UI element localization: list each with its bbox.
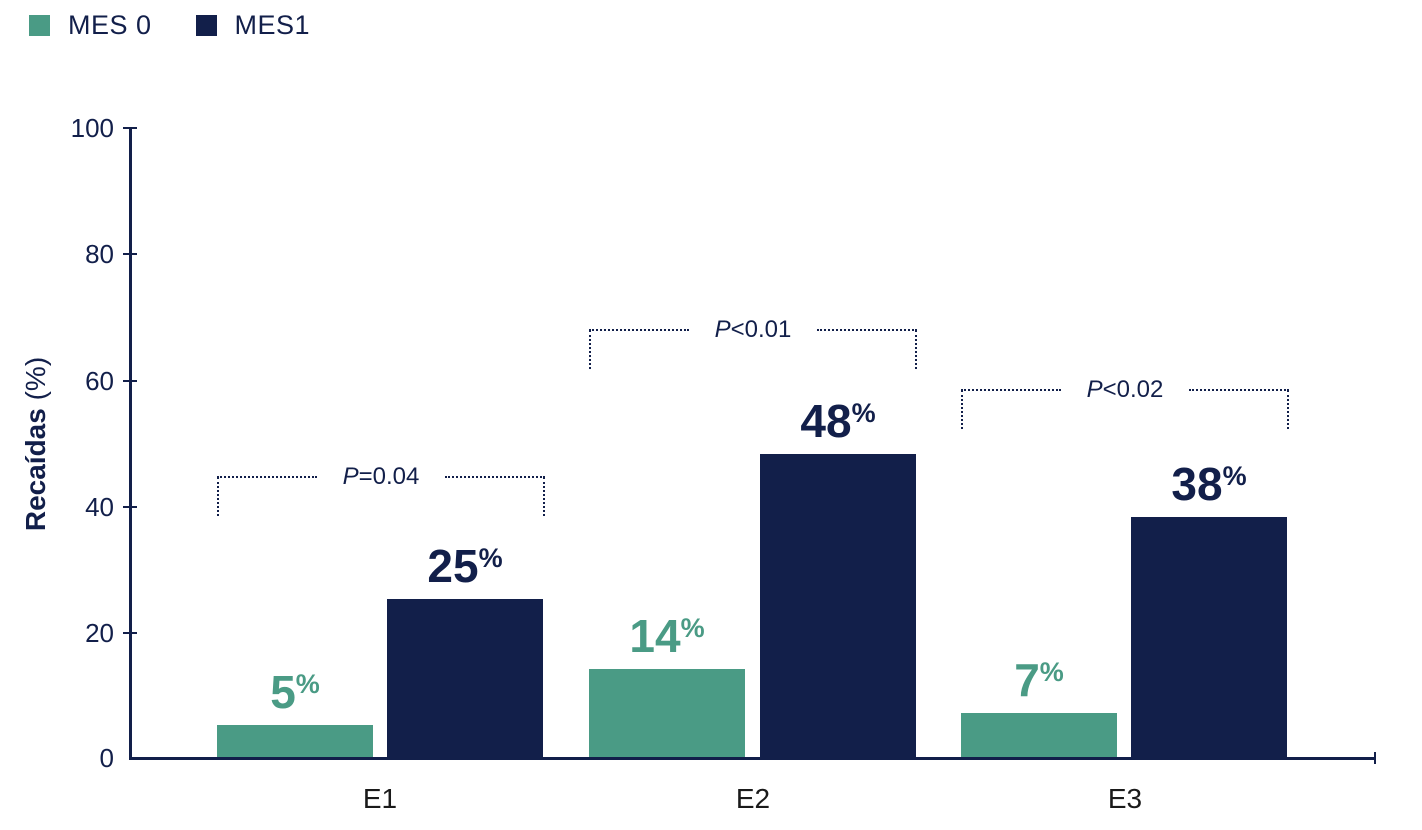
bar-group-e3-mes1: 38% xyxy=(1131,452,1287,757)
legend-label-mes0: MES 0 xyxy=(68,10,152,40)
x-axis-line xyxy=(129,757,1376,760)
bracket-line xyxy=(445,476,545,478)
y-tick-label-60: 60 xyxy=(85,366,114,396)
p-value-label-e3: P<0.02 xyxy=(1086,376,1164,403)
bar-value-label: 5% xyxy=(270,666,320,718)
percent-sign: % xyxy=(851,398,876,428)
bar-e3-mes1 xyxy=(1131,517,1287,757)
x-axis-label-e2: E2 xyxy=(735,783,771,814)
legend-item-mes0: MES 0 xyxy=(29,10,152,41)
x-axis-end-tick xyxy=(1374,752,1376,764)
percent-sign: % xyxy=(478,543,503,573)
bracket-left-arm xyxy=(961,390,963,429)
x-axis-label-e1: E1 xyxy=(362,783,398,814)
legend-swatch-mes0-icon xyxy=(29,15,50,36)
legend: MES 0 MES1 xyxy=(29,10,310,41)
p-value-bracket-e1: P=0.04 xyxy=(217,463,545,516)
bar-e2-mes1 xyxy=(760,454,916,757)
y-tick-40 xyxy=(123,506,137,508)
y-tick-20 xyxy=(123,632,137,634)
percent-sign: % xyxy=(1039,657,1064,687)
bracket-line xyxy=(217,476,317,478)
bar-value-label: 48% xyxy=(800,395,876,447)
legend-swatch-mes1-icon xyxy=(195,15,217,36)
bar-value-label: 38% xyxy=(1171,458,1247,510)
y-tick-label-100: 100 xyxy=(70,113,114,143)
bar-group-e2-mes1: 48% xyxy=(760,389,916,757)
bar-group-e3-mes0: 7% xyxy=(961,648,1117,757)
x-axis-label-e3: E3 xyxy=(1107,783,1143,814)
bracket-left-arm xyxy=(589,330,591,369)
legend-label-mes1: MES1 xyxy=(234,10,311,40)
bracket-line xyxy=(817,329,917,331)
p-value-label-e1: P=0.04 xyxy=(342,463,420,490)
bar-group-e1-mes1: 25% xyxy=(387,534,543,757)
percent-sign: % xyxy=(295,669,320,699)
y-tick-label-40: 40 xyxy=(85,492,114,522)
y-tick-label-20: 20 xyxy=(85,618,114,648)
bracket-right-arm xyxy=(1287,390,1289,429)
bracket-line xyxy=(1189,389,1289,391)
y-tick-80 xyxy=(123,253,137,255)
bracket-right-arm xyxy=(543,477,545,516)
bracket-line xyxy=(961,389,1061,391)
bracket-line xyxy=(589,329,689,331)
bar-value-label: 7% xyxy=(1014,654,1064,706)
bracket-left-arm xyxy=(217,477,219,516)
percent-sign: % xyxy=(1222,461,1247,491)
y-tick-label-0: 0 xyxy=(99,743,114,773)
y-tick-60 xyxy=(123,380,137,382)
y-axis-line xyxy=(129,128,132,758)
p-value-bracket-e2: P<0.01 xyxy=(589,316,917,369)
bar-value-label: 14% xyxy=(629,610,705,662)
bar-e2-mes0 xyxy=(589,669,745,757)
bar-group-e1-mes0: 5% xyxy=(217,660,373,757)
bracket-right-arm xyxy=(915,330,917,369)
p-value-bracket-e3: P<0.02 xyxy=(961,376,1289,429)
percent-sign: % xyxy=(680,613,705,643)
bar-e3-mes0 xyxy=(961,713,1117,757)
y-tick-100 xyxy=(123,127,137,129)
bar-value-label: 25% xyxy=(427,540,503,592)
p-value-label-e2: P<0.01 xyxy=(714,316,792,343)
legend-item-mes1: MES1 xyxy=(195,10,311,41)
bar-group-e2-mes0: 14% xyxy=(589,604,745,757)
bar-e1-mes0 xyxy=(217,725,373,757)
bar-e1-mes1 xyxy=(387,599,543,757)
y-tick-label-80: 80 xyxy=(85,239,114,269)
